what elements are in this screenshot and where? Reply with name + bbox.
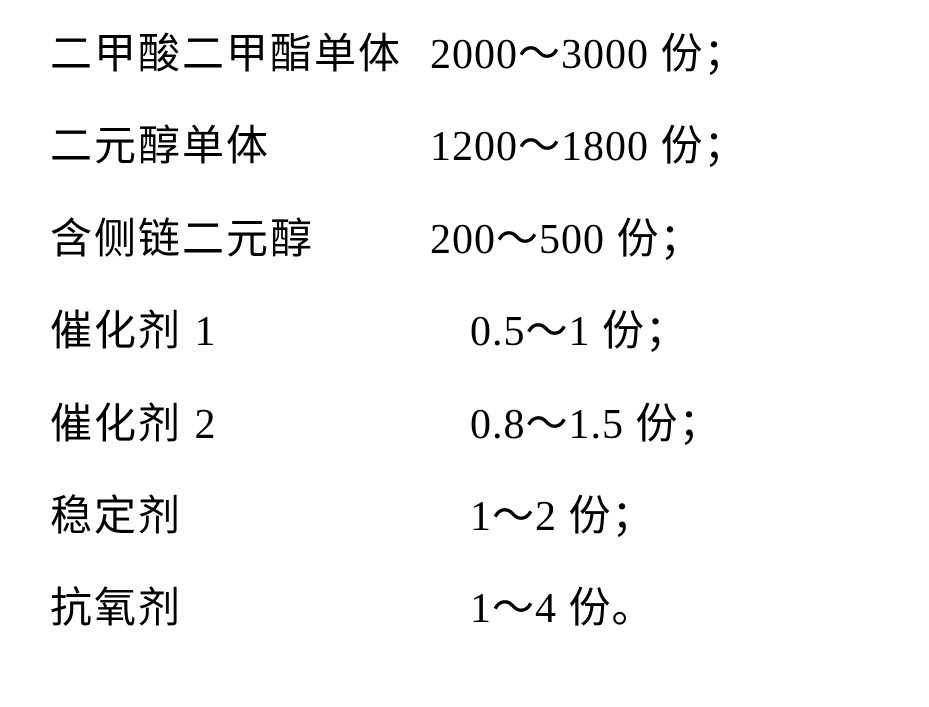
table-row: 二元醇单体 1200～1800 份； xyxy=(50,122,879,172)
table-row: 二甲酸二甲酯单体 2000～3000 份； xyxy=(50,30,879,80)
component-amount: 0.8～1.5 份； xyxy=(430,400,722,450)
component-name: 二元醇单体 xyxy=(50,122,430,172)
table-row: 含侧链二元醇 200～500 份； xyxy=(50,215,879,265)
component-name: 催化剂 1 xyxy=(50,307,430,357)
table-row: 稳定剂 1～2 份； xyxy=(50,492,879,542)
component-amount: 1200～1800 份； xyxy=(430,122,747,172)
table-row: 催化剂 1 0.5～1 份； xyxy=(50,307,879,357)
component-name: 二甲酸二甲酯单体 xyxy=(50,30,430,80)
table-row: 催化剂 2 0.8～1.5 份； xyxy=(50,400,879,450)
component-amount: 1～4 份。 xyxy=(430,584,655,634)
component-name: 含侧链二元醇 xyxy=(50,215,430,265)
formulation-table: 二甲酸二甲酯单体 2000～3000 份； 二元醇单体 1200～1800 份；… xyxy=(0,0,929,707)
component-name: 抗氧剂 xyxy=(50,584,430,634)
component-amount: 200～500 份； xyxy=(430,215,703,265)
component-amount: 1～2 份； xyxy=(430,492,655,542)
component-name: 催化剂 2 xyxy=(50,400,430,450)
component-amount: 2000～3000 份； xyxy=(430,30,747,80)
table-row: 抗氧剂 1～4 份。 xyxy=(50,584,879,634)
component-amount: 0.5～1 份； xyxy=(430,307,688,357)
component-name: 稳定剂 xyxy=(50,492,430,542)
